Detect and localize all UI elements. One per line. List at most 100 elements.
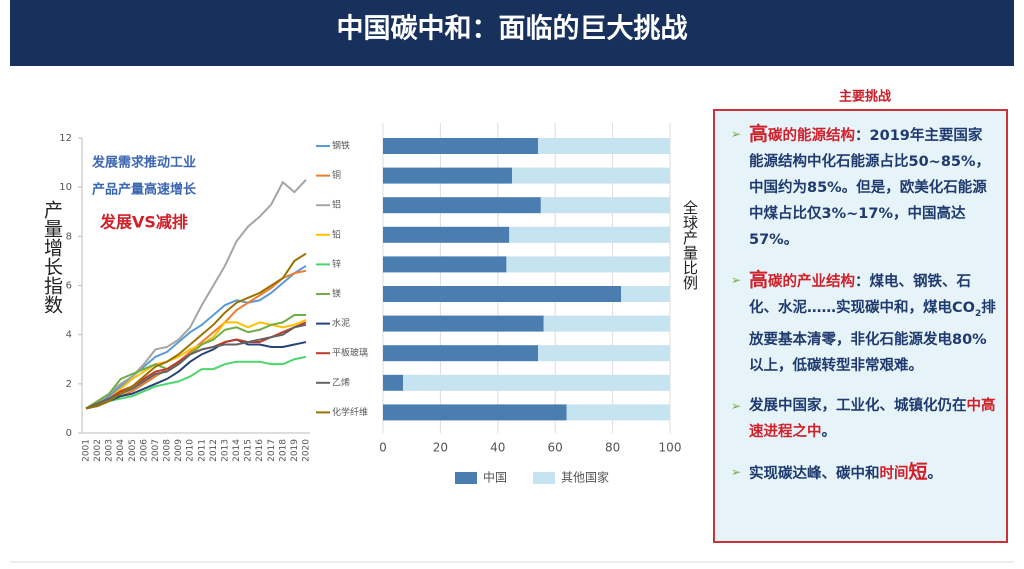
legend-label: 镁	[332, 288, 341, 300]
bar	[509, 226, 670, 243]
x-tick-label: 2004	[116, 439, 126, 462]
legend-label: 锌	[332, 258, 341, 270]
bar	[383, 286, 622, 302]
bar	[383, 226, 510, 243]
bar	[383, 138, 538, 154]
legend-label: 铅	[332, 228, 341, 240]
challenge-item: 发展中国家，工业化、城镇化仍在中高速进程之中。	[731, 393, 996, 445]
y-tick-label: 10	[59, 182, 72, 193]
header-bar	[10, 0, 1014, 66]
item-text: 碳的产业结构	[768, 274, 856, 290]
item-text: 高	[749, 269, 769, 291]
series-line	[85, 338, 307, 410]
annotation: 发展需求推动工业	[91, 155, 196, 171]
x-axis-label: 全球产量比例	[681, 199, 699, 291]
x-tick-label: 2007	[151, 439, 161, 462]
y-tick-label: 2	[66, 379, 72, 390]
legend-label: 水泥	[332, 317, 350, 329]
item-text: 中高速进程之中	[749, 397, 996, 440]
page-title: 中国碳中和：面临的巨大挑战	[337, 13, 688, 45]
x-tick-label: 2008	[163, 439, 173, 462]
legend-swatch	[533, 472, 555, 484]
bar	[540, 197, 670, 214]
series-line	[85, 264, 307, 410]
bar	[537, 138, 670, 154]
item-text: 2	[974, 308, 982, 319]
challenge-item: 高碳的能源结构：2019年主要国家能源结构中化石能源占比50~85%，中国约为8…	[731, 121, 996, 253]
challenge-item: 实现碳达峰、碳中和时间短。	[731, 459, 996, 487]
bar	[383, 256, 507, 273]
x-tick-label: 2002	[93, 439, 103, 462]
series-line	[85, 252, 307, 410]
x-tick-label: 2016	[255, 439, 265, 462]
x-tick-label: 2015	[244, 439, 254, 462]
item-text: 。	[821, 423, 837, 440]
legend-label: 平板玻璃	[332, 347, 368, 359]
item-text: 发展中国家，工业化、城镇化仍在	[749, 397, 967, 414]
annotation: 产品产量高速增长	[92, 182, 197, 198]
x-tick-label: 2003	[105, 439, 115, 462]
bar	[383, 315, 544, 332]
bar	[383, 404, 567, 421]
bar	[512, 167, 670, 184]
x-tick-label: 0	[379, 441, 387, 455]
x-tick-label: 2013	[220, 439, 230, 462]
y-axis-label: 产量增长指数	[41, 200, 63, 314]
item-text: 排放要基本清零，非化石能源发电80%以上，低碳转型非常艰难。	[749, 300, 996, 374]
x-tick-label: 2001	[82, 439, 92, 462]
item-text: ：2019年主要国家能源结构中化石能源占比50~85%，中国约为85%。但是，欧…	[749, 128, 991, 248]
item-text: 时间	[879, 465, 909, 482]
series-line	[85, 355, 307, 410]
x-tick-label: 2017	[267, 439, 277, 462]
bar	[383, 167, 513, 184]
bar	[506, 256, 670, 273]
item-text: 高	[749, 123, 769, 145]
bar	[566, 404, 670, 421]
x-tick-label: 100	[659, 441, 682, 455]
bar	[383, 197, 541, 214]
item-text: 碳的能源结构	[768, 128, 856, 144]
y-tick-label: 12	[59, 133, 72, 144]
x-tick-label: 2011	[197, 439, 207, 462]
series-line	[85, 318, 307, 410]
x-tick-label: 2020	[302, 439, 312, 462]
item-text: 实现碳达峰、碳中和	[749, 465, 880, 482]
item-text: 短	[908, 460, 928, 483]
legend-label: 化学纤维	[332, 406, 368, 418]
annotation: 发展VS减排	[99, 213, 188, 232]
bar	[543, 315, 670, 332]
bar	[383, 345, 538, 362]
x-tick-label: 20	[433, 441, 448, 455]
x-tick-label: 2014	[232, 439, 242, 462]
x-tick-label: 2012	[209, 439, 219, 462]
item-text: ：煤电、钢铁、石化、水泥……实现碳中和，煤电CO	[749, 274, 975, 316]
x-tick-label: 2018	[278, 439, 288, 462]
legend-label: 铜	[332, 169, 341, 181]
challenge-item: 高碳的产业结构：煤电、钢铁、石化、水泥……实现碳中和，煤电CO2排放要基本清零，…	[731, 267, 996, 379]
legend-label: 中国	[483, 470, 507, 485]
item-text: 。	[927, 465, 943, 482]
series-line	[85, 179, 307, 410]
x-tick-label: 2005	[128, 439, 138, 462]
y-tick-label: 4	[66, 330, 72, 341]
x-tick-label: 2010	[186, 439, 196, 462]
bar	[403, 374, 670, 391]
legend-label: 乙烯	[332, 376, 350, 388]
y-tick-label: 8	[66, 231, 72, 242]
legend-swatch	[455, 472, 477, 484]
y-tick-label: 6	[66, 281, 72, 292]
x-tick-label: 2019	[290, 439, 300, 462]
x-tick-label: 2009	[174, 439, 184, 462]
bar	[383, 374, 404, 391]
legend-label: 其他国家	[561, 470, 609, 485]
challenge-panel: 高碳的能源结构：2019年主要国家能源结构中化石能源占比50~85%，中国约为8…	[713, 109, 1008, 543]
x-tick-label: 40	[490, 441, 505, 455]
bar	[621, 286, 670, 302]
x-tick-label: 80	[605, 441, 620, 455]
x-tick-label: 2006	[139, 439, 149, 462]
y-tick-label: 0	[66, 428, 72, 439]
legend-label: 铝	[332, 199, 341, 211]
legend-label: 钢铁	[332, 140, 350, 152]
